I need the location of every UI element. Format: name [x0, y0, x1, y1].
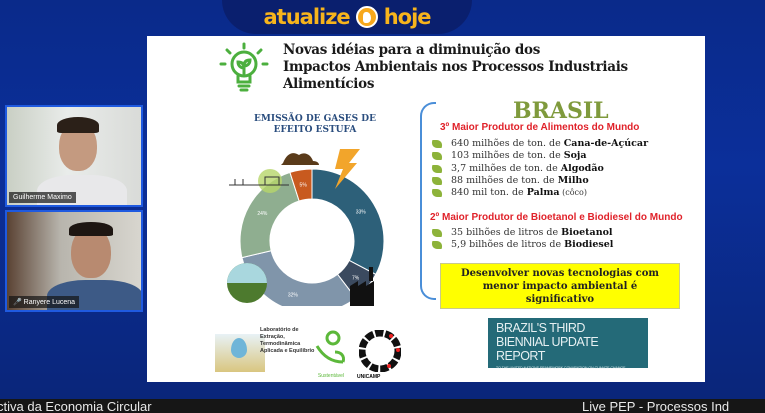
chart-title-line: EMISSÃO DE GASES DE — [254, 114, 376, 124]
slice-label: 32% — [288, 293, 299, 299]
highlight-box: Desenvolver novas tecnologias com menor … — [440, 263, 680, 309]
presentation-slide: Novas idéias para a diminuição dos Impac… — [147, 36, 705, 382]
slice-label: 33% — [356, 209, 367, 215]
list-item: 3,7 milhões de ton. de Algodão — [429, 163, 648, 175]
item-product: Cana-de-Açúcar — [563, 138, 649, 149]
leaf-icon — [429, 152, 445, 161]
item-prefix: 5,9 bilhões de litros de — [451, 239, 565, 251]
leaf-icon — [429, 140, 445, 149]
item-prefix: 3,7 milhões de ton. de — [451, 162, 561, 174]
item-prefix: 640 milhões de ton. de — [451, 138, 564, 149]
sustentavel-label: Sustentável — [317, 373, 345, 379]
donut-slice — [311, 168, 385, 276]
title-line: Novas idéias para a diminuição dos — [283, 42, 541, 58]
list-item: 103 milhões de ton. de Soja — [429, 150, 648, 162]
lab-line: Laboratório de — [260, 327, 299, 333]
participant-name-text: Ranyere Lucena — [23, 299, 76, 306]
leaf-icon — [429, 229, 445, 238]
participant-video-2[interactable]: 🎤 Ranyere Lucena — [5, 210, 143, 312]
ticker-bar: ctiva da Economia Circular Live PEP - Pr… — [0, 399, 765, 413]
item-product: Bioetanol — [561, 227, 613, 238]
slide-title: Novas idéias para a diminuição dos Impac… — [283, 42, 628, 93]
item-text: 103 milhões de ton. de Soja — [451, 150, 587, 162]
list-item: 35 bilhões de litros de Bioetanol — [429, 227, 613, 239]
list-item: 840 mil ton. de Palma (côco) — [429, 187, 648, 199]
item-product: Palma — [526, 187, 560, 199]
brasil-heading: BRASIL — [513, 98, 609, 124]
participant-video-1[interactable]: Guilherme Maximo — [5, 105, 143, 207]
biofuel-list: 35 bilhões de litros de Bioetanol 5,9 bil… — [429, 227, 613, 252]
chart-title: EMISSÃO DE GASES DE EFEITO ESTUFA — [247, 114, 383, 136]
donut-slice — [241, 250, 357, 306]
leaf-icon — [429, 177, 445, 186]
donut-slice — [289, 168, 313, 202]
highlight-line: Desenvolver novas tecnologias com — [460, 268, 660, 279]
participant-name: Guilherme Maximo — [9, 192, 76, 203]
lab-line: Extração, — [260, 334, 285, 340]
lab-line: Termodinâmica — [260, 341, 301, 347]
food-list: 640 milhões de ton. de Cana-de-Açúcar 103… — [429, 138, 648, 199]
lab-logo — [215, 334, 265, 372]
item-prefix: 88 milhões de ton. de — [451, 174, 558, 186]
emissions-donut-chart: 33% 7% 32% 24% 5% — [227, 149, 385, 306]
highlight-line: menor impacto ambiental é — [482, 281, 638, 292]
city-outline-icon — [229, 176, 289, 186]
item-prefix: 103 milhões de ton. de — [451, 150, 564, 162]
participant-name: 🎤 Ranyere Lucena — [9, 296, 80, 308]
item-product: Soja — [563, 150, 587, 162]
chart-title-line: EFEITO ESTUFA — [273, 125, 357, 135]
slice-label: 7% — [352, 276, 360, 282]
lightning-icon — [335, 149, 360, 189]
ticker-left: ctiva da Economia Circular — [0, 399, 152, 413]
unicamp-label: UNICAMP — [357, 374, 381, 380]
waste-pile-icon — [281, 153, 319, 165]
title-line: Alimentícios — [283, 76, 375, 92]
brace-divider — [420, 102, 436, 300]
city-icon — [258, 169, 282, 193]
globe-icon — [355, 6, 378, 28]
broadcast-logo: atualize hoje — [222, 0, 472, 34]
agriculture-sky-icon — [227, 263, 267, 283]
report-line: BRAZIL'S THIRD — [496, 321, 585, 335]
item-text: 35 bilhões de litros de Bioetanol — [451, 227, 613, 239]
factory-icon — [350, 267, 374, 306]
item-text: 3,7 milhões de ton. de Algodão — [451, 163, 604, 175]
item-product: Milho — [557, 174, 589, 186]
item-prefix: 840 mil ton. de — [451, 187, 527, 199]
list-item: 88 milhões de ton. de Milho — [429, 175, 648, 187]
unicamp-logo — [359, 330, 401, 372]
lab-name: Laboratório de Extração, Termodinâmica A… — [260, 327, 320, 355]
logo-text-left: atualize — [263, 5, 350, 29]
leaf-icon — [429, 241, 445, 250]
highlight-line: significativo — [525, 294, 595, 305]
logo-text-right: hoje — [383, 5, 432, 29]
report-line: TO THE UNITED NATIONS FRAMEWORK CONVENTI… — [496, 366, 626, 370]
list-item: 640 milhões de ton. de Cana-de-Açúcar — [429, 138, 648, 150]
list-item: 5,9 bilhões de litros de Biodiesel — [429, 239, 613, 251]
lab-line: Aplicada e Equilíbrio — [260, 348, 315, 354]
item-prefix: 35 bilhões de litros de — [451, 227, 562, 238]
slice-label: 5% — [300, 183, 308, 189]
item-text: 5,9 bilhões de litros de Biodiesel — [451, 239, 613, 251]
item-text: 640 milhões de ton. de Cana-de-Açúcar — [451, 138, 648, 150]
item-product: Algodão — [560, 162, 604, 174]
ticker-right: Live PEP - Processos Ind — [582, 399, 730, 413]
leaf-icon — [429, 164, 445, 173]
leaf-icon — [429, 189, 445, 198]
item-text: 88 milhões de ton. de Milho — [451, 175, 589, 187]
item-text: 840 mil ton. de Palma (côco) — [451, 187, 587, 199]
title-line: Impactos Ambientais nos Processos Indust… — [283, 59, 628, 75]
report-line: BIENNIAL UPDATE REPORT — [496, 335, 599, 363]
food-producer-subtitle: 3º Maior Produtor de Alimentos do Mundo — [440, 122, 640, 133]
item-product: Biodiesel — [564, 239, 614, 251]
biofuel-producer-subtitle: 2º Maior Produtor de Bioetanol e Biodies… — [430, 212, 683, 223]
slice-label: 24% — [257, 211, 268, 217]
lightbulb-plant-icon — [219, 42, 269, 92]
sustentavel-logo: Sustentável — [313, 326, 349, 379]
report-logo: BRAZIL'S THIRD BIENNIAL UPDATE REPORT TO… — [488, 318, 648, 370]
item-note: (côco) — [559, 188, 587, 198]
